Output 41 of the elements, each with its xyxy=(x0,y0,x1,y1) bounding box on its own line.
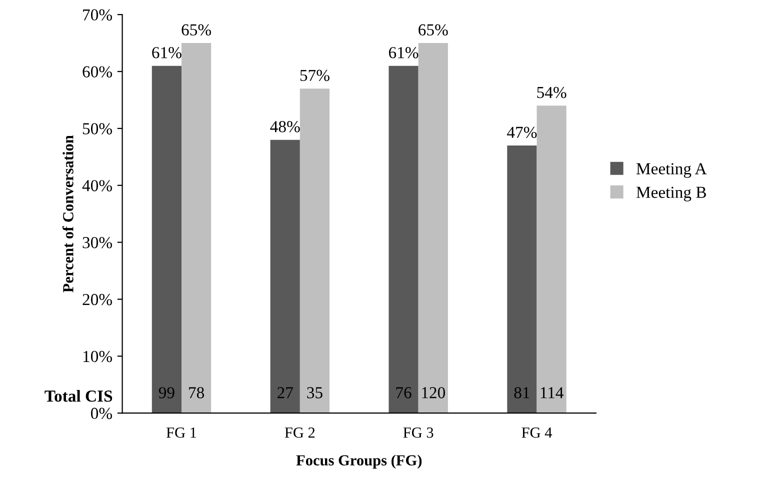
x-axis-title: Focus Groups (FG) xyxy=(296,454,422,469)
y-tick-label: 10% xyxy=(83,350,112,362)
text: Total CIS xyxy=(44,390,112,402)
annotation: 76 xyxy=(396,387,412,398)
data-label: 65% xyxy=(182,24,212,36)
y-tick-label: 70% xyxy=(83,9,112,21)
data-label: 54% xyxy=(537,86,566,98)
data-label: 61% xyxy=(152,47,182,58)
y-tick-label: 20% xyxy=(82,294,112,306)
annotation: 120 xyxy=(422,387,446,398)
data-label: 47% xyxy=(507,126,537,138)
y-tick-label: 30% xyxy=(82,237,112,248)
annotation: 99 xyxy=(158,387,174,398)
bar xyxy=(536,106,566,414)
x-tick-label: FG 4 xyxy=(522,427,552,438)
annotation: 81 xyxy=(514,387,530,398)
annotation: 27 xyxy=(278,387,293,398)
annotation: 114 xyxy=(540,387,564,398)
data-label: 48% xyxy=(270,121,300,132)
annotation: 35 xyxy=(307,387,322,398)
data-label: 61% xyxy=(388,47,418,58)
bar xyxy=(300,88,330,414)
data-label: 65% xyxy=(418,24,448,36)
bar xyxy=(152,66,182,414)
x-tick-label: FG 2 xyxy=(284,427,315,438)
data-label: 57% xyxy=(300,70,330,82)
annotation: 78 xyxy=(189,387,204,398)
bar xyxy=(270,140,300,414)
x-tick-label: FG 3 xyxy=(403,427,434,438)
y-tick-label: 40% xyxy=(82,180,112,192)
bar xyxy=(507,146,537,414)
bar xyxy=(182,43,212,414)
y-axis-title: Percent of Conversation xyxy=(62,135,74,292)
x-tick-label: FG 1 xyxy=(166,427,196,438)
y-tick-label: 60% xyxy=(82,66,112,78)
legend-label: Meeting A xyxy=(636,163,707,178)
bar xyxy=(388,66,418,414)
bar xyxy=(418,43,448,414)
y-tick-label: 0% xyxy=(90,408,112,420)
y-tick-label: 50% xyxy=(82,123,112,134)
legend-label: Meeting B xyxy=(636,186,706,202)
